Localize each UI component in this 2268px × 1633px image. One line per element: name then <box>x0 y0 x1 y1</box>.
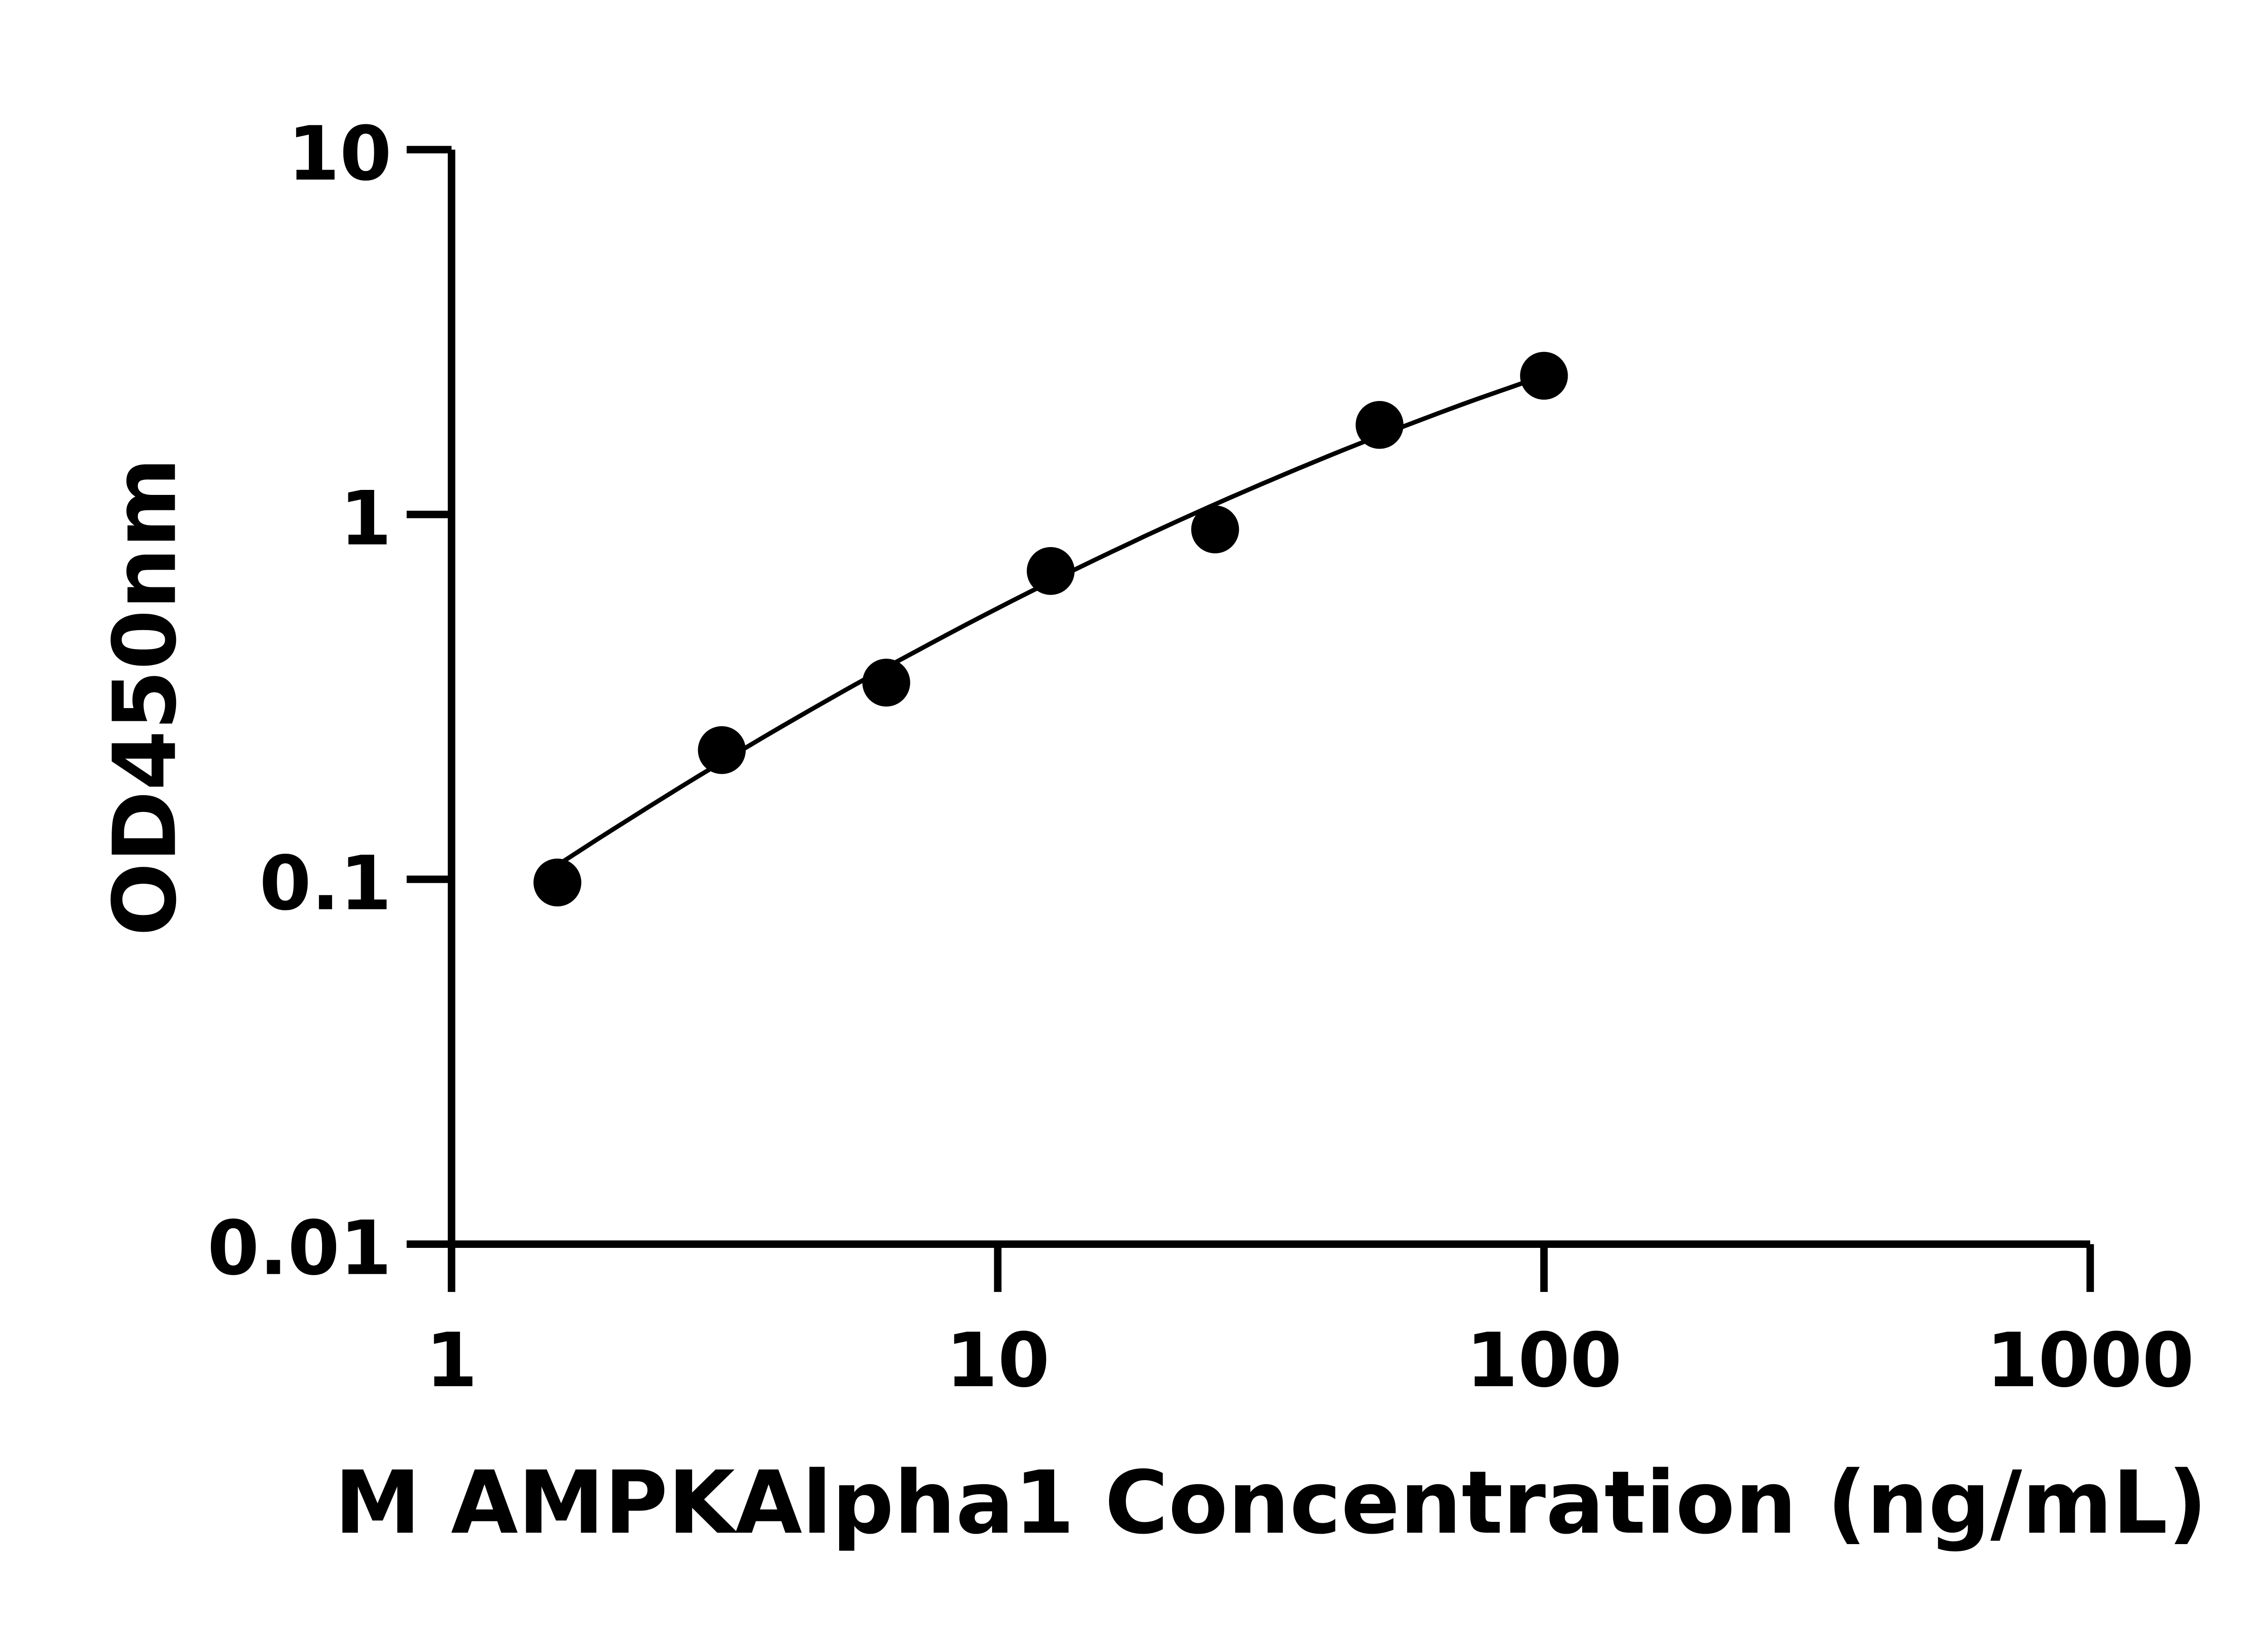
y-tick-label: 10 <box>288 110 391 197</box>
y-axis-label: OD450nm <box>95 458 196 936</box>
y-tick-label: 0.1 <box>259 840 392 927</box>
data-point <box>1355 401 1404 449</box>
y-tick-label: 0.01 <box>207 1205 392 1292</box>
data-point <box>698 726 746 774</box>
data-point <box>1026 547 1075 595</box>
x-tick-label: 100 <box>1466 1317 1622 1404</box>
data-point <box>1191 505 1239 553</box>
axes <box>406 149 2091 1248</box>
data-points <box>533 352 1568 907</box>
data-point <box>1520 352 1568 400</box>
x-tick-label: 1000 <box>1986 1317 2195 1404</box>
y-tick-label: 1 <box>340 475 392 562</box>
x-axis-label: M AMPKAlpha1 Concentration (ng/mL) <box>334 1453 2207 1554</box>
data-point <box>533 858 582 907</box>
fit-curve <box>546 373 1545 874</box>
x-tick-label: 1 <box>425 1317 478 1404</box>
data-point <box>862 659 910 707</box>
x-tick-label: 10 <box>946 1317 1050 1404</box>
ticks: 0.01 0.1 1 10 1 10 100 1000 <box>207 110 2194 1404</box>
